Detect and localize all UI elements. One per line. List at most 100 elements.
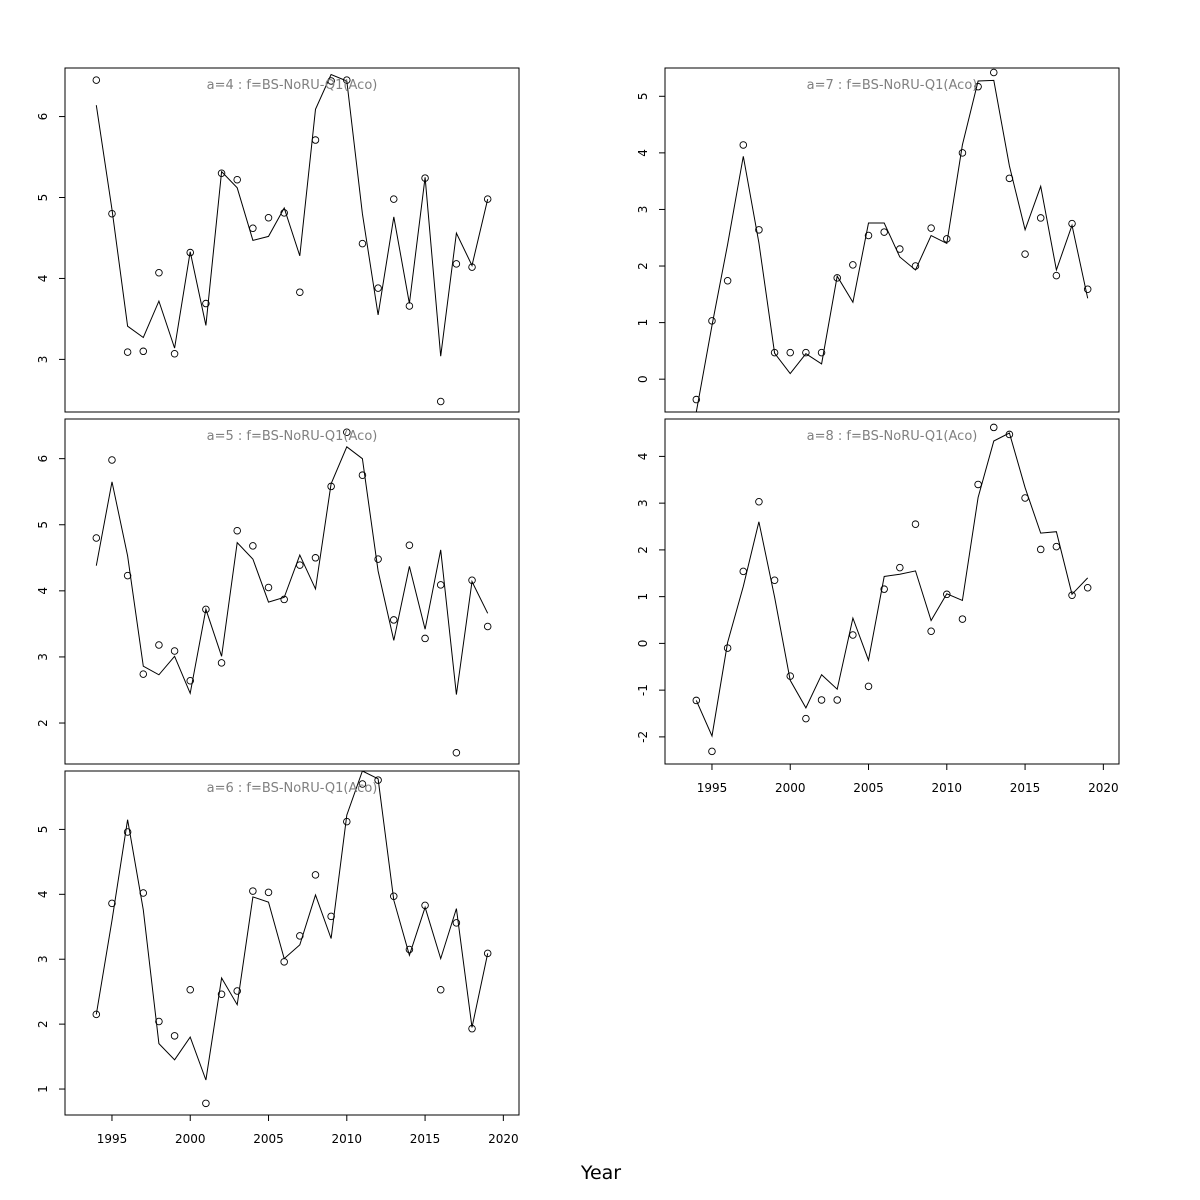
observed-point — [770, 348, 779, 357]
plot-frame — [664, 418, 1120, 765]
observed-point — [974, 480, 982, 489]
chart-panel: 1 2 3 4 5 1995 2000 2005 2010 2015 2020 a=6 : f=BS-… — [36, 770, 520, 1146]
observed-point — [896, 245, 904, 253]
observed-point — [233, 175, 241, 184]
observed-point — [358, 471, 367, 479]
observed-point — [452, 260, 461, 268]
observed-point — [1005, 430, 1014, 439]
observed-point — [311, 136, 320, 144]
observed-point — [249, 887, 257, 895]
observed-point — [849, 261, 857, 269]
observed-point — [911, 262, 920, 270]
observed-point — [1021, 250, 1029, 258]
y-tick-label: 5 — [36, 521, 50, 529]
x-tick-label: 1995 — [97, 1132, 128, 1146]
x-tick-label: 2005 — [853, 781, 884, 795]
observed-point — [123, 828, 132, 836]
observed-point — [802, 714, 810, 723]
observed-point — [390, 892, 398, 901]
observed-point — [927, 224, 935, 232]
observed-point — [202, 1099, 210, 1108]
observed-point — [943, 235, 951, 243]
x-tick-label: 2010 — [332, 1132, 363, 1146]
plot-area — [92, 73, 492, 406]
observed-point — [155, 641, 163, 649]
observed-point — [311, 871, 320, 879]
observed-point — [974, 82, 982, 91]
panel-title: a=8 : f=BS-NoRU-Q1(Aco) — [807, 429, 978, 444]
observed-point — [483, 622, 492, 631]
observed-point — [1036, 214, 1045, 222]
x-tick-label: 2015 — [1010, 781, 1041, 795]
observed-point — [217, 659, 226, 667]
panel-title: a=4 : f=BS-NoRU-Q1(Aco) — [207, 78, 378, 93]
y-tick-label: 4 — [36, 891, 50, 899]
observed-point — [108, 456, 116, 464]
y-tick-label: 4 — [636, 149, 650, 157]
observed-point — [405, 541, 414, 549]
plot-area — [692, 68, 1092, 412]
fitted-line — [695, 79, 1089, 412]
observed-point — [92, 76, 101, 84]
observed-point — [405, 302, 414, 310]
plot-frame — [64, 418, 520, 765]
observed-point — [1021, 494, 1029, 502]
observed-point — [139, 670, 148, 678]
observed-point — [452, 749, 461, 757]
y-tick-label: 3 — [636, 206, 650, 214]
observed-point — [139, 889, 148, 897]
x-tick-label: 2010 — [932, 781, 963, 795]
panel-title: a=7 : f=BS-NoRU-Q1(Aco) — [807, 78, 978, 93]
observed-point — [170, 349, 179, 358]
observed-point — [123, 348, 132, 356]
observed-point — [358, 239, 367, 248]
chart-panel: 0 1 2 3 4 5 a=7 : f=BS-NoRU-Q1(Aco) — [636, 67, 1120, 413]
observed-point — [327, 912, 335, 921]
observed-point — [739, 141, 748, 149]
observed-point — [249, 224, 257, 233]
observed-point — [911, 520, 920, 528]
y-tick-label: 5 — [636, 92, 650, 100]
y-tick-label: 0 — [636, 375, 650, 383]
observed-point — [374, 555, 382, 563]
y-tick-label: 6 — [36, 455, 50, 463]
observed-point — [186, 248, 194, 257]
plot-area — [92, 428, 492, 757]
chart-panel: 2 3 4 5 6 a=5 : f=BS-NoRU-Q1(Aco) — [36, 418, 520, 765]
observed-point — [233, 526, 241, 535]
y-tick-label: 5 — [36, 826, 50, 834]
observed-point — [233, 987, 241, 995]
observed-point — [468, 1024, 476, 1033]
observed-point — [374, 776, 382, 784]
observed-point — [708, 317, 716, 325]
observed-point — [280, 209, 288, 217]
observed-point — [990, 68, 998, 77]
plot-area — [92, 771, 492, 1108]
y-tick-label: 4 — [36, 275, 50, 283]
observed-point — [280, 595, 288, 604]
observed-point — [896, 563, 904, 572]
observed-point — [880, 585, 888, 593]
plot-frame — [64, 770, 520, 1116]
observed-point — [202, 299, 210, 308]
observed-point — [468, 263, 476, 271]
chart-panel: 3 4 5 6 a=4 : f=BS-NoRU-Q1(Aco) — [36, 67, 520, 413]
observed-point — [483, 949, 492, 958]
observed-point — [280, 958, 288, 966]
observed-point — [249, 542, 257, 550]
observed-point — [786, 672, 794, 680]
observed-point — [202, 605, 210, 614]
observed-point — [849, 631, 857, 639]
plot-area — [692, 423, 1092, 756]
observed-point — [1052, 542, 1061, 551]
observed-point — [990, 423, 998, 432]
observed-point — [483, 195, 492, 203]
observed-point — [343, 817, 351, 826]
observed-point — [186, 985, 194, 994]
panel-title: a=6 : f=BS-NoRU-Q1(Aco) — [207, 781, 378, 796]
observed-point — [1083, 584, 1092, 592]
observed-point — [958, 615, 967, 623]
observed-point — [217, 990, 226, 999]
observed-point — [296, 288, 304, 296]
